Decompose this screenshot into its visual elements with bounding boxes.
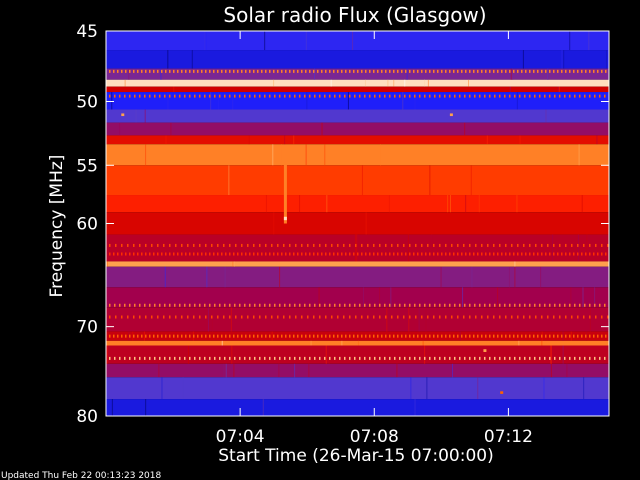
radio-burst-0 <box>283 146 287 224</box>
frequency-band-6 <box>106 109 609 123</box>
frequency-band-5 <box>106 92 609 110</box>
frequency-band-19 <box>106 340 609 346</box>
radio-burst-5 <box>500 391 504 394</box>
x-axis-ticks: 07:04 07:08 07:12 <box>216 31 533 447</box>
frequency-band-20 <box>106 345 609 364</box>
x-tick-label-07:04: 07:04 <box>216 427 265 447</box>
y-tick-label-70: 70 <box>76 318 98 338</box>
frequency-band-17 <box>106 307 609 332</box>
y-axis-ticks: 45 50 55 60 70 80 <box>76 22 609 427</box>
frequency-band-4 <box>106 86 609 93</box>
updated-timestamp: Updated Thu Feb 22 00:13:23 2018 <box>1 471 162 480</box>
y-tick-label-80: 80 <box>76 407 98 427</box>
interference-line-7 <box>109 356 606 360</box>
radio-burst-1 <box>283 216 287 221</box>
interference-line-1 <box>109 94 606 98</box>
frequency-band-0 <box>106 31 609 51</box>
frequency-band-15 <box>106 266 609 288</box>
frequency-band-2 <box>106 68 609 80</box>
frequency-band-16 <box>106 287 609 308</box>
interference-line-5 <box>109 315 609 319</box>
frequency-band-22 <box>106 377 609 400</box>
interference-line-3 <box>109 252 607 256</box>
y-tick-label-50: 50 <box>76 93 98 113</box>
x-axis-title: Start Time (26-Mar-15 07:00:00) <box>218 446 493 466</box>
chart-title: Solar radio Flux (Glasgow) <box>223 3 486 27</box>
interference-line-0 <box>109 69 607 73</box>
noise-texture <box>106 31 607 416</box>
frequency-band-8 <box>106 135 609 145</box>
frequency-band-23 <box>106 399 609 416</box>
radio-burst-4 <box>483 349 487 352</box>
interference-line-2 <box>109 243 609 247</box>
radio-burst-3 <box>449 113 453 117</box>
y-tick-label-45: 45 <box>76 22 98 42</box>
frequency-band-1 <box>106 50 609 69</box>
y-tick-label-60: 60 <box>76 215 98 235</box>
x-tick-label-07:08: 07:08 <box>350 427 399 447</box>
frequency-band-21 <box>106 363 609 378</box>
spectrogram-heatmap <box>106 31 609 416</box>
x-tick-label-07:12: 07:12 <box>484 427 533 447</box>
frequency-band-12 <box>106 212 609 235</box>
interference-line-6 <box>109 334 607 338</box>
frequency-band-13 <box>106 234 609 262</box>
frequency-band-11 <box>106 195 609 213</box>
frequency-band-9 <box>106 144 609 166</box>
interference-line-4 <box>109 303 606 307</box>
y-tick-label-55: 55 <box>76 156 98 176</box>
frequency-band-14 <box>106 261 609 267</box>
radio-burst-2 <box>121 113 125 117</box>
frequency-band-3 <box>106 79 609 87</box>
frequency-band-7 <box>106 122 609 136</box>
y-axis-title: Frequency [MHz] <box>47 155 67 298</box>
frequency-band-10 <box>106 165 609 196</box>
